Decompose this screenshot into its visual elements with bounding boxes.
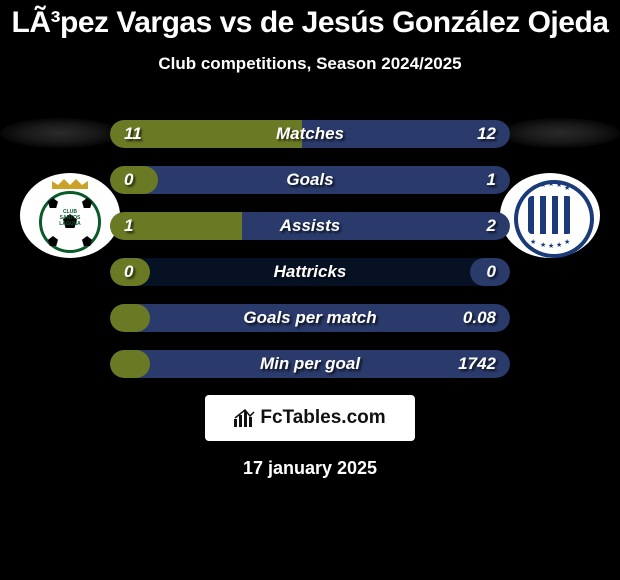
star-icon: ★: [556, 242, 562, 249]
stat-label: Matches: [110, 120, 510, 148]
crown-icon: [50, 177, 90, 189]
stat-row: Assists1 2: [110, 212, 510, 240]
left-shadow-ellipse: [0, 118, 120, 148]
pachuca-stripes: [528, 196, 572, 234]
star-icon: ★: [548, 181, 554, 188]
stat-left-value: 0: [124, 258, 133, 286]
right-team-crest: ★ ★ ★ ★ ★ ★ ★ ★ ★ ★: [500, 173, 600, 258]
stat-right-value: 1: [487, 166, 496, 194]
date-text: 17 january 2025: [0, 458, 620, 479]
stat-right-value: 0.08: [463, 304, 496, 332]
pachuca-crest: ★ ★ ★ ★ ★ ★ ★ ★ ★ ★: [500, 173, 600, 258]
star-icon: ★: [540, 242, 546, 249]
star-icon: ★: [540, 182, 546, 189]
right-shadow-ellipse: [500, 118, 620, 148]
stat-left-value: 11: [124, 120, 142, 148]
stat-label: Goals: [110, 166, 510, 194]
stat-label: Hattricks: [110, 258, 510, 286]
stat-left-value: 0: [124, 166, 133, 194]
stat-left-value: 1: [124, 212, 133, 240]
stat-row: Matches11 12: [110, 120, 510, 148]
left-team-crest: CLUB SANTOS LAGUNA: [20, 173, 120, 258]
star-icon: ★: [548, 243, 554, 250]
stat-row: Goals per match0.08: [110, 304, 510, 332]
stat-row: Hattricks0 0: [110, 258, 510, 286]
star-icon: ★: [556, 182, 562, 189]
star-icon: ★: [564, 239, 570, 246]
stats-list: Matches1112Goals01Assists12Hattricks00Go…: [110, 120, 510, 396]
comparison-card: LÃ³pez Vargas vs de Jesús González Ojeda…: [0, 0, 620, 580]
brand-badge: FcTables.com: [205, 395, 415, 441]
star-icon: ★: [564, 185, 570, 192]
stat-row: Min per goal1742: [110, 350, 510, 378]
santos-crest: CLUB SANTOS LAGUNA: [20, 173, 120, 258]
subtitle: Club competitions, Season 2024/2025: [0, 54, 620, 74]
stat-right-value: 12: [477, 120, 496, 148]
stat-right-value: 2: [487, 212, 496, 240]
brand-text: FcTables.com: [260, 407, 385, 429]
stat-right-value: 1742: [458, 350, 496, 378]
star-icon: ★: [530, 185, 536, 192]
star-icon: ★: [530, 239, 536, 246]
brand-chart-icon: [234, 409, 256, 427]
stat-right-value: 0: [487, 258, 496, 286]
stat-label: Min per goal: [110, 350, 510, 378]
stat-label: Assists: [110, 212, 510, 240]
stat-row: Goals0 1: [110, 166, 510, 194]
stat-label: Goals per match: [110, 304, 510, 332]
page-title: LÃ³pez Vargas vs de Jesús González Ojeda: [0, 0, 620, 40]
crest-text-bot: LAGUNA: [59, 221, 80, 227]
